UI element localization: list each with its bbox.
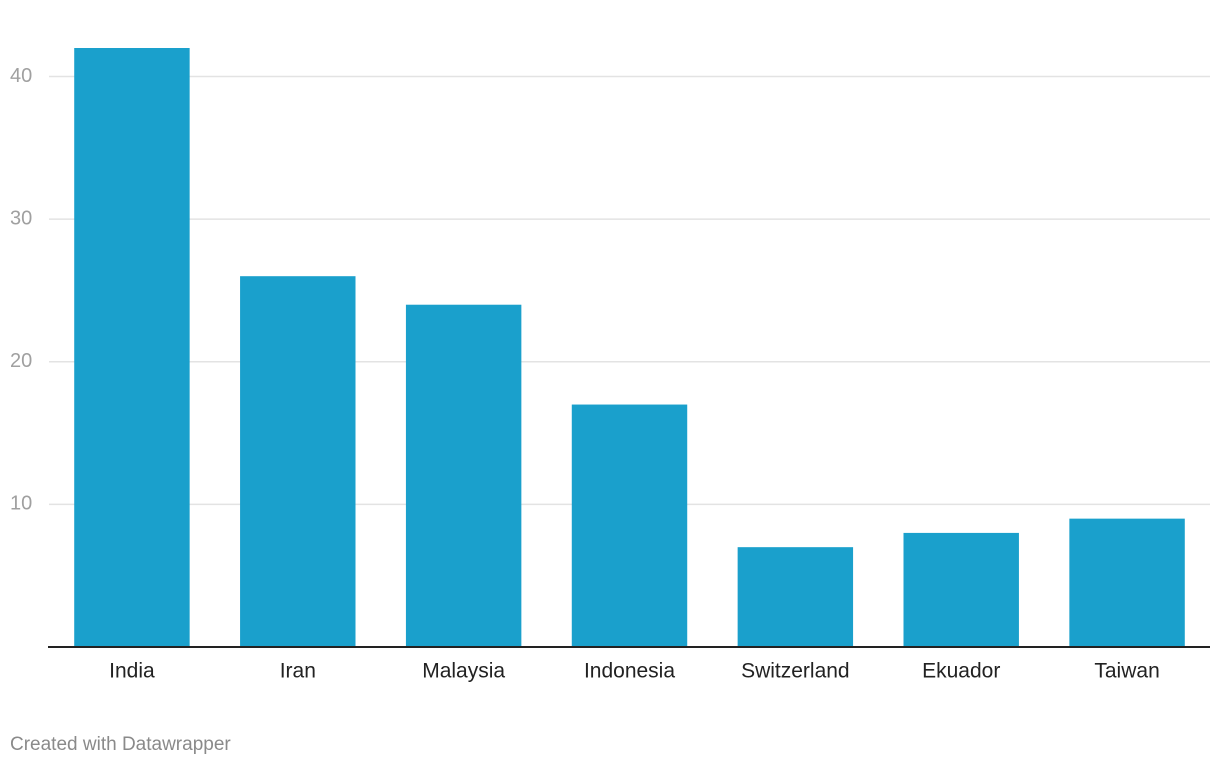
x-tick-label: India [109, 660, 155, 683]
bar [405, 304, 522, 647]
x-tick-label: Ekuador [922, 660, 1000, 683]
bar [74, 48, 190, 647]
x-tick-label: Malaysia [422, 660, 505, 683]
x-tick-label: Switzerland [741, 660, 850, 683]
x-tick-label: Iran [280, 660, 316, 683]
bar [240, 276, 356, 647]
bar [737, 547, 854, 647]
y-tick-label: 40 [10, 65, 32, 87]
bar [903, 532, 1019, 647]
bar [571, 404, 688, 647]
y-tick-label: 30 [10, 207, 32, 229]
x-tick-label: Taiwan [1094, 660, 1159, 683]
bar [1069, 518, 1185, 647]
y-tick-label: 10 [10, 493, 32, 515]
footer: Created with Datawrapper [10, 734, 231, 755]
x-tick-label: Indonesia [584, 660, 675, 683]
y-tick-label: 20 [10, 350, 32, 372]
